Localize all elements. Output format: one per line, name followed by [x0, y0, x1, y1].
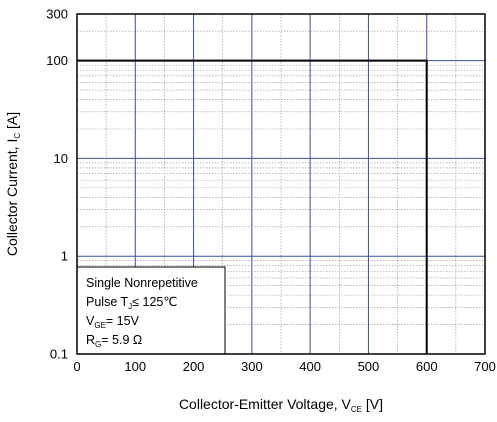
annotation-line: RG= 5.9 Ω: [86, 333, 142, 349]
annotation-line: VGE= 15V: [86, 314, 140, 330]
x-tick-labels: 0 100 200 300 400 500 600 700: [73, 359, 495, 374]
annotation-line: Pulse TJ≤ 125℃: [86, 295, 177, 311]
y-tick-label: 300: [46, 7, 68, 22]
annotation-text: = 5.9 Ω: [101, 333, 142, 347]
y-tick-label: 100: [46, 53, 68, 68]
plot-frame: [76, 13, 486, 355]
x-tick-label: 100: [124, 359, 146, 374]
annotation-box: Single Nonrepetitive Pulse TJ≤ 125℃ VGE= 1…: [76, 266, 226, 355]
annotation-subscript: G: [95, 340, 101, 349]
annotation-text: V: [86, 314, 95, 328]
x-axis-label-main: Collector-Emitter Voltage, V: [179, 396, 352, 412]
annotation-line: Single Nonrepetitive: [86, 276, 198, 290]
x-tick-label: 0: [73, 359, 80, 374]
y-axis-label-sub: C: [13, 133, 22, 139]
annotation-text: R: [86, 333, 95, 347]
annotation-subscript: J: [128, 302, 132, 311]
annotation-text: = 15V: [106, 314, 140, 328]
y-axis-label: Collector Current, IC [A]: [4, 112, 22, 256]
x-tick-label: 700: [474, 359, 496, 374]
y-axis-label-main: Collector Current, I: [4, 139, 20, 256]
y-tick-label: 10: [54, 151, 68, 166]
soa-boundary-line: [77, 59, 428, 354]
x-tick-label: 200: [183, 359, 205, 374]
y-tick-label: 1: [61, 249, 68, 264]
x-tick-label: 300: [241, 359, 263, 374]
annotation-text: ≤ 125℃: [132, 295, 177, 309]
x-tick-label: 600: [416, 359, 438, 374]
annotation-text: Single Nonrepetitive: [86, 276, 198, 290]
x-axis-label: Collector-Emitter Voltage, VCE [V]: [179, 396, 383, 414]
x-tick-label: 400: [299, 359, 321, 374]
annotation-text: Pulse T: [86, 295, 129, 309]
y-axis-label-unit: [A]: [4, 112, 20, 133]
y-tick-label: 0.1: [50, 347, 68, 362]
annotation-box-frame: [76, 266, 226, 355]
annotation-subscript: GE: [94, 321, 106, 330]
x-axis-label-unit: [V]: [362, 396, 383, 412]
series-layer: [77, 59, 428, 354]
y-tick-labels: 0.1 1 10 100 300: [46, 7, 68, 362]
x-axis-label-sub: CE: [351, 405, 362, 414]
x-tick-label: 500: [358, 359, 380, 374]
